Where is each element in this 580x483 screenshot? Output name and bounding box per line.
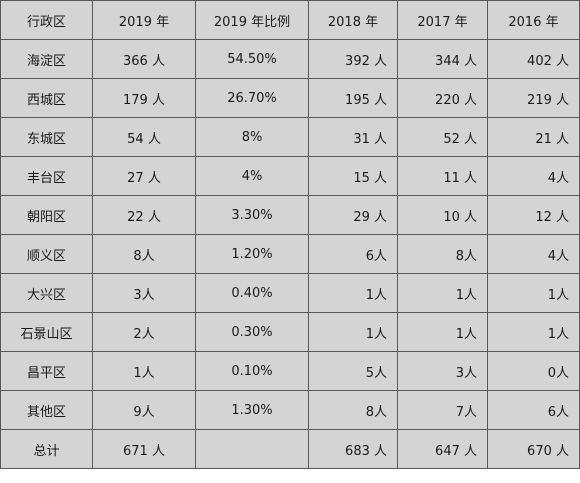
cell-2019-ratio bbox=[195, 429, 309, 469]
cell-2019: 54 人 bbox=[92, 117, 196, 157]
cell-2018: 15 人 bbox=[308, 156, 398, 196]
header-2019: 2019 年 bbox=[92, 0, 196, 40]
cell-2016: 219 人 bbox=[487, 78, 580, 118]
cell-2016: 4人 bbox=[487, 156, 580, 196]
cell-2018: 6人 bbox=[308, 234, 398, 274]
cell-2018: 8人 bbox=[308, 390, 398, 430]
cell-2016: 1人 bbox=[487, 273, 580, 313]
cell-2019-ratio: 0.10% bbox=[195, 351, 309, 391]
header-district: 行政区 bbox=[0, 0, 93, 40]
cell-2018: 683 人 bbox=[308, 429, 398, 469]
cell-2016: 402 人 bbox=[487, 39, 580, 79]
cell-2019: 366 人 bbox=[92, 39, 196, 79]
table-row: 其他区 9人 1.30% 8人 7人 6人 bbox=[0, 390, 580, 430]
header-2016: 2016 年 bbox=[487, 0, 580, 40]
cell-2018: 1人 bbox=[308, 273, 398, 313]
table-row: 朝阳区 22 人 3.30% 29 人 10 人 12 人 bbox=[0, 195, 580, 235]
cell-2017: 344 人 bbox=[397, 39, 488, 79]
table-row: 东城区 54 人 8% 31 人 52 人 21 人 bbox=[0, 117, 580, 157]
header-2018: 2018 年 bbox=[308, 0, 398, 40]
cell-2017: 11 人 bbox=[397, 156, 488, 196]
cell-2016: 1人 bbox=[487, 312, 580, 352]
cell-district: 石景山区 bbox=[0, 312, 93, 352]
cell-2016: 12 人 bbox=[487, 195, 580, 235]
cell-2017: 52 人 bbox=[397, 117, 488, 157]
cell-2016: 4人 bbox=[487, 234, 580, 274]
total-row: 总计 671 人 683 人 647 人 670 人 bbox=[0, 429, 580, 469]
cell-2016: 670 人 bbox=[487, 429, 580, 469]
cell-2018: 392 人 bbox=[308, 39, 398, 79]
cell-2019: 9人 bbox=[92, 390, 196, 430]
cell-2018: 1人 bbox=[308, 312, 398, 352]
table-row: 顺义区 8人 1.20% 6人 8人 4人 bbox=[0, 234, 580, 274]
cell-2019-ratio: 0.30% bbox=[195, 312, 309, 352]
header-2017: 2017 年 bbox=[397, 0, 488, 40]
cell-2019: 8人 bbox=[92, 234, 196, 274]
cell-district: 朝阳区 bbox=[0, 195, 93, 235]
cell-2019-ratio: 0.40% bbox=[195, 273, 309, 313]
cell-2016: 21 人 bbox=[487, 117, 580, 157]
table-row: 丰台区 27 人 4% 15 人 11 人 4人 bbox=[0, 156, 580, 196]
cell-2017: 1人 bbox=[397, 312, 488, 352]
cell-2016: 0人 bbox=[487, 351, 580, 391]
cell-2017: 3人 bbox=[397, 351, 488, 391]
cell-2018: 195 人 bbox=[308, 78, 398, 118]
district-stats-table: 行政区 2019 年 2019 年比例 2018 年 2017 年 2016 年… bbox=[0, 0, 580, 469]
cell-2019: 2人 bbox=[92, 312, 196, 352]
cell-2017: 7人 bbox=[397, 390, 488, 430]
cell-2016: 6人 bbox=[487, 390, 580, 430]
cell-2017: 10 人 bbox=[397, 195, 488, 235]
cell-2017: 8人 bbox=[397, 234, 488, 274]
cell-2019-ratio: 26.70% bbox=[195, 78, 309, 118]
header-row: 行政区 2019 年 2019 年比例 2018 年 2017 年 2016 年 bbox=[0, 0, 580, 40]
table-row: 大兴区 3人 0.40% 1人 1人 1人 bbox=[0, 273, 580, 313]
cell-district: 海淀区 bbox=[0, 39, 93, 79]
table-row: 西城区 179 人 26.70% 195 人 220 人 219 人 bbox=[0, 78, 580, 118]
cell-district: 总计 bbox=[0, 429, 93, 469]
cell-2019: 22 人 bbox=[92, 195, 196, 235]
cell-2019-ratio: 1.20% bbox=[195, 234, 309, 274]
cell-district: 东城区 bbox=[0, 117, 93, 157]
cell-district: 大兴区 bbox=[0, 273, 93, 313]
header-2019-ratio: 2019 年比例 bbox=[195, 0, 309, 40]
cell-district: 昌平区 bbox=[0, 351, 93, 391]
cell-2018: 29 人 bbox=[308, 195, 398, 235]
cell-2019: 179 人 bbox=[92, 78, 196, 118]
cell-2018: 31 人 bbox=[308, 117, 398, 157]
cell-2019-ratio: 3.30% bbox=[195, 195, 309, 235]
table-row: 昌平区 1人 0.10% 5人 3人 0人 bbox=[0, 351, 580, 391]
table-row: 石景山区 2人 0.30% 1人 1人 1人 bbox=[0, 312, 580, 352]
cell-2019-ratio: 4% bbox=[195, 156, 309, 196]
cell-district: 西城区 bbox=[0, 78, 93, 118]
cell-district: 丰台区 bbox=[0, 156, 93, 196]
cell-2019-ratio: 1.30% bbox=[195, 390, 309, 430]
cell-2017: 1人 bbox=[397, 273, 488, 313]
cell-2018: 5人 bbox=[308, 351, 398, 391]
cell-2019-ratio: 54.50% bbox=[195, 39, 309, 79]
cell-2019: 3人 bbox=[92, 273, 196, 313]
cell-2019-ratio: 8% bbox=[195, 117, 309, 157]
cell-2019: 27 人 bbox=[92, 156, 196, 196]
cell-district: 顺义区 bbox=[0, 234, 93, 274]
cell-2017: 220 人 bbox=[397, 78, 488, 118]
cell-2019: 671 人 bbox=[92, 429, 196, 469]
cell-district: 其他区 bbox=[0, 390, 93, 430]
table-row: 海淀区 366 人 54.50% 392 人 344 人 402 人 bbox=[0, 39, 580, 79]
cell-2017: 647 人 bbox=[397, 429, 488, 469]
cell-2019: 1人 bbox=[92, 351, 196, 391]
